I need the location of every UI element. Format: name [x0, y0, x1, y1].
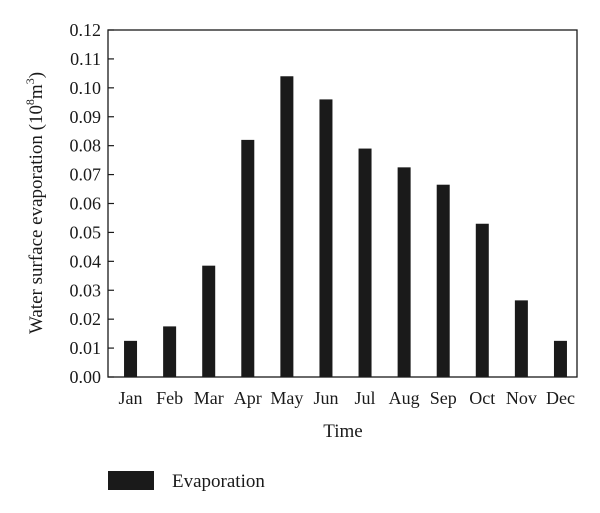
y-tick-label: 0.12 [70, 20, 102, 40]
x-tick-label: Jul [355, 388, 376, 408]
y-tick-label: 0.01 [70, 338, 102, 358]
legend-label: Evaporation [172, 471, 265, 492]
y-tick-label: 0.11 [70, 49, 101, 69]
x-axis-ticks: Jan Feb Mar Apr May Jun Jul Aug Sep Oct Nov Dec [119, 372, 575, 408]
x-tick-label: Mar [194, 388, 224, 408]
x-tick-label: Nov [506, 388, 537, 408]
bar-apr [241, 139, 255, 377]
y-axis-title: Water surface evaporation (108m3) [23, 72, 47, 334]
y-tick-label: 0.03 [70, 280, 102, 300]
bar-nov [514, 300, 528, 377]
bar-may [280, 76, 294, 378]
x-tick-label: Dec [546, 388, 575, 408]
y-tick-label: 0.00 [70, 367, 102, 387]
y-axis-ticks: 0.00 0.01 0.02 0.03 0.04 0.05 0.06 0.07 0.08 0.09… [70, 20, 114, 387]
y-tick-label: 0.07 [70, 165, 102, 185]
bar-dec [553, 340, 567, 377]
x-tick-label: Jan [119, 388, 143, 408]
y-tick-label: 0.02 [70, 309, 102, 329]
bar-feb [163, 326, 177, 377]
x-axis-title: Time [323, 421, 362, 442]
bar-sep [436, 184, 450, 377]
x-tick-label: Oct [469, 388, 495, 408]
y-tick-label: 0.09 [70, 107, 102, 127]
x-tick-label: Sep [430, 388, 457, 408]
bar-jan [124, 340, 138, 377]
x-tick-label: Feb [156, 388, 183, 408]
legend-swatch [108, 471, 154, 490]
bar-aug [397, 167, 411, 377]
y-tick-label: 0.06 [70, 194, 102, 214]
x-tick-label: Aug [389, 388, 420, 408]
y-tick-label: 0.05 [70, 222, 102, 242]
bar-oct [475, 223, 489, 377]
x-tick-label: Apr [234, 388, 262, 408]
bar-jun [319, 99, 333, 378]
plot-frame [107, 29, 578, 378]
y-tick-label: 0.08 [70, 136, 102, 156]
x-tick-label: May [270, 388, 303, 408]
bar-mar [202, 265, 216, 377]
legend: Evaporation [108, 471, 265, 492]
bars [124, 76, 567, 378]
x-tick-label: Jun [313, 388, 338, 408]
bar-jul [358, 148, 372, 377]
y-tick-label: 0.10 [70, 78, 102, 98]
y-tick-label: 0.04 [70, 251, 102, 271]
